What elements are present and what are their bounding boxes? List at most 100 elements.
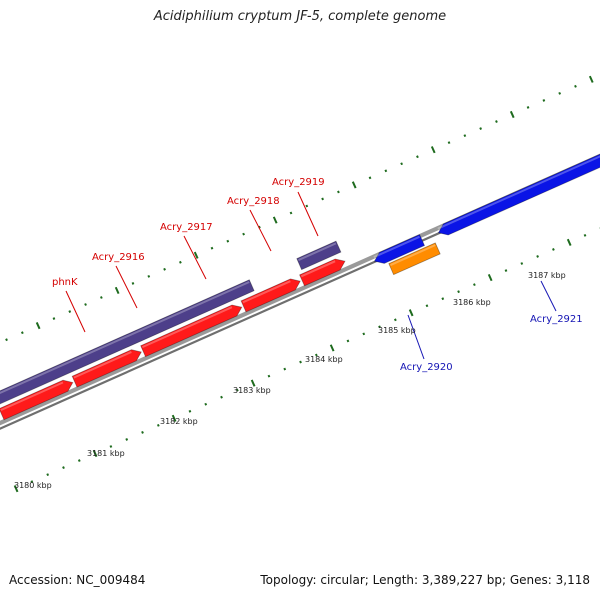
scale-tick bbox=[299, 360, 302, 364]
scale-tick bbox=[509, 110, 515, 119]
scale-tick bbox=[351, 181, 357, 189]
cds-arrow-forward bbox=[240, 278, 301, 313]
scale-tick bbox=[188, 409, 192, 413]
scale-tick bbox=[220, 395, 223, 399]
scale-tick bbox=[441, 297, 445, 301]
scale-tick bbox=[447, 141, 451, 145]
scale-tick bbox=[337, 190, 340, 194]
scale-tick bbox=[171, 414, 177, 422]
gene-label: phnK bbox=[52, 277, 78, 288]
scale-tick bbox=[384, 169, 388, 173]
scale-tick bbox=[430, 146, 436, 154]
scale-tick bbox=[552, 248, 555, 251]
scale-label: 3183 kbp bbox=[233, 386, 271, 395]
gene-label: Acry_2921 bbox=[530, 314, 583, 325]
scale-tick bbox=[504, 269, 508, 272]
scale-tick bbox=[235, 388, 239, 392]
cds-arrow-reverse bbox=[437, 153, 600, 236]
scale-tick bbox=[100, 296, 103, 299]
scale-tick bbox=[457, 290, 460, 294]
scale-tick bbox=[131, 281, 135, 285]
scale-tick bbox=[362, 332, 366, 336]
scale-tick bbox=[272, 216, 278, 224]
gene-label: Acry_2917 bbox=[160, 222, 213, 233]
gene-label: Acry_2920 bbox=[400, 362, 453, 373]
gene-bar-forward bbox=[296, 240, 342, 271]
scale-tick bbox=[542, 99, 546, 102]
scale-tick bbox=[147, 274, 151, 278]
scale-tick bbox=[329, 344, 335, 352]
scale-label: 3180 kbp bbox=[14, 481, 52, 490]
scale-tick bbox=[368, 176, 372, 180]
scale-tick bbox=[5, 338, 8, 342]
scale-tick bbox=[84, 303, 87, 306]
scale-tick bbox=[13, 485, 19, 493]
scale-label: 3186 kbp bbox=[453, 298, 491, 307]
label-leader-line bbox=[115, 265, 138, 309]
scale-tick bbox=[321, 197, 324, 201]
scale-tick bbox=[526, 106, 530, 109]
scale-label: 3181 kbp bbox=[87, 449, 125, 458]
scale-tick bbox=[226, 239, 230, 243]
scale-tick bbox=[394, 318, 397, 322]
scale-tick bbox=[479, 127, 483, 130]
cds-arrow-forward bbox=[299, 258, 346, 287]
scale-tick bbox=[487, 273, 493, 282]
scale-tick bbox=[20, 331, 24, 335]
scale-tick bbox=[62, 466, 65, 470]
cds-arrow-forward bbox=[71, 349, 142, 388]
scale-tick bbox=[92, 449, 98, 458]
scale-tick bbox=[566, 238, 572, 246]
scale-tick bbox=[109, 445, 113, 448]
scale-tick bbox=[400, 162, 403, 166]
genome-summary: Topology: circular; Length: 3,389,227 bp… bbox=[260, 573, 590, 587]
scale-label: 3182 kbp bbox=[160, 417, 198, 426]
scale-tick bbox=[378, 325, 381, 329]
label-leader-line bbox=[540, 280, 557, 312]
scale-tick bbox=[425, 304, 429, 308]
scale-tick bbox=[588, 75, 594, 83]
scale-tick bbox=[250, 379, 256, 387]
scale-tick bbox=[305, 204, 309, 208]
feature-labels: 3180 kbp 3181 kbp 3182 kbp 3183 kbp 3184 kbp… bbox=[14, 177, 583, 490]
scale-tick bbox=[210, 246, 214, 250]
label-leader-line bbox=[183, 235, 207, 280]
scale-tick bbox=[156, 423, 160, 427]
gene-label: Acry_2918 bbox=[227, 196, 280, 207]
label-leader-line bbox=[297, 191, 319, 237]
scale-tick bbox=[163, 267, 166, 271]
scale-tick bbox=[242, 232, 245, 236]
scale-tick bbox=[68, 310, 72, 313]
cds-arrow-forward bbox=[140, 304, 243, 358]
label-leader-line bbox=[407, 314, 425, 360]
scale-tick bbox=[416, 155, 419, 159]
scale-label: 3185 kbp bbox=[378, 326, 416, 335]
scale-tick bbox=[473, 283, 476, 287]
genome-title: Acidiphilium cryptum JF-5, complete geno… bbox=[153, 9, 447, 24]
scale-tick bbox=[77, 459, 81, 462]
scale-tick bbox=[558, 91, 562, 95]
scale-tick bbox=[583, 233, 587, 237]
gene-bar-reverse bbox=[388, 242, 441, 276]
cds-arrow-reverse bbox=[373, 234, 426, 264]
scale-tick bbox=[179, 260, 182, 264]
scale-tick bbox=[289, 211, 293, 215]
scale-tick bbox=[574, 84, 577, 88]
scale-tick bbox=[520, 262, 524, 265]
scale-tick bbox=[114, 286, 120, 295]
scale-tick bbox=[463, 134, 467, 138]
scale-tick bbox=[495, 120, 498, 123]
scale-tick bbox=[125, 438, 129, 441]
scale-tick bbox=[30, 480, 34, 484]
label-leader-line bbox=[65, 290, 86, 333]
scale-ticks bbox=[5, 75, 600, 493]
scale-tick bbox=[46, 473, 50, 477]
scale-tick bbox=[267, 374, 271, 378]
label-leader-line bbox=[249, 209, 272, 252]
scale-label: 3187 kbp bbox=[528, 271, 566, 280]
gene-features bbox=[0, 153, 600, 421]
cds-arrow-forward bbox=[0, 379, 74, 421]
scale-tick bbox=[193, 251, 199, 259]
